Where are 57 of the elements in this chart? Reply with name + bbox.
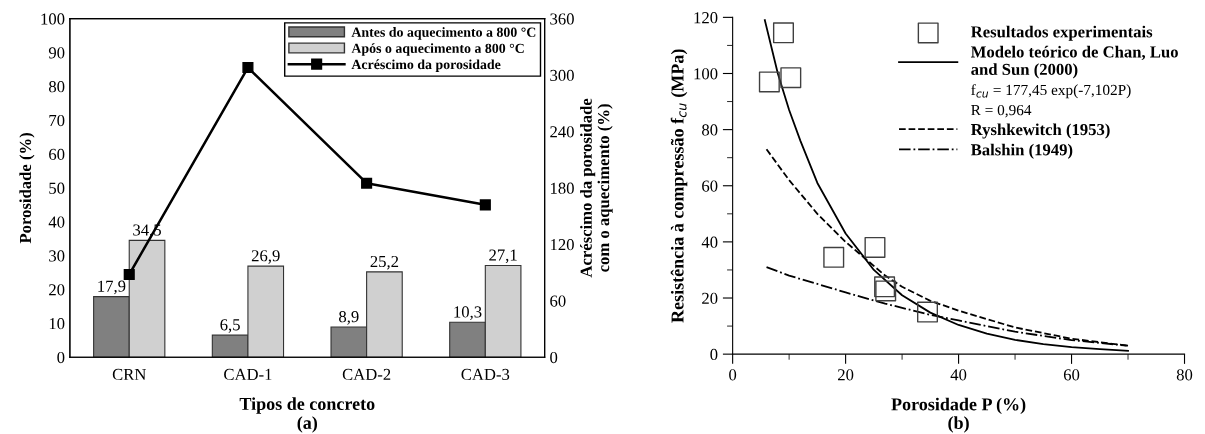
- y-tick-label: 50: [49, 182, 65, 194]
- x-axis-title: Porosidade P (%): [891, 397, 1026, 415]
- y-tick-label: 90: [48, 47, 65, 59]
- text: (b): [948, 416, 969, 433]
- legend-label: Antes do aquecimento a 800 °C: [351, 27, 536, 40]
- x-tick-label: CAD-3: [461, 368, 510, 381]
- y-tick-label: 100: [694, 68, 718, 80]
- y2-tick-label: 180: [550, 182, 574, 194]
- legend-label: Balshin (1949): [970, 143, 1073, 159]
- y-axis-title: Porosidade (%): [19, 133, 35, 244]
- y-tick-label: 40: [48, 216, 65, 228]
- data-label: 17,9: [98, 280, 126, 295]
- y-tick-label: 20: [702, 292, 718, 304]
- x-tick-label: CRN: [112, 368, 146, 381]
- y2-tick-label: 120: [550, 239, 574, 251]
- y-tick-label: 0: [710, 348, 718, 361]
- y-tick-label: 60: [49, 148, 65, 161]
- y-tick-label: 0: [57, 351, 65, 364]
- data-label: 25,2: [370, 255, 399, 270]
- y-tick-label: 10: [49, 318, 65, 330]
- y-tick-label: 100: [41, 13, 65, 25]
- x-tick-label: CAD-2: [342, 368, 391, 381]
- y2-tick-label: 60: [550, 295, 566, 307]
- y-tick-label: 40: [701, 236, 718, 248]
- legend-label: Ryshkewitch (1953): [970, 123, 1110, 139]
- y-axis-title: Resistência à compressão f$_{cu}$ (MPa): [670, 49, 688, 323]
- x-tick-label: CAD-1: [224, 368, 272, 381]
- data-label: 10,3: [454, 306, 482, 320]
- legend-label: Modelo teórico de Chan, Luo and Sun (2000): [970, 45, 1178, 79]
- y-tick-label: 20: [49, 284, 65, 296]
- legend-label: Acréscimo da porosidade: [351, 59, 501, 72]
- y-tick-label: 80: [702, 124, 718, 136]
- data-label: 8,9: [339, 311, 359, 325]
- y-tick-label: 60: [702, 180, 718, 192]
- annotation: f$_{cu}$ = 177,45 exp(-7,102P): [971, 84, 1131, 99]
- text: (a): [297, 416, 318, 433]
- data-label: 26,9: [251, 250, 280, 264]
- y-tick-label: 120: [694, 12, 718, 24]
- y2-tick-label: 300: [550, 69, 574, 82]
- x-tick-label: 60: [1063, 369, 1080, 381]
- x-tick-label: 80: [1176, 369, 1193, 381]
- x-tick-label: 40: [950, 369, 967, 381]
- y-tick-label: 30: [49, 250, 65, 262]
- legend-label: Resultados experimentais: [970, 25, 1153, 41]
- y2-axis-title: Acréscimo da porosidade com o aquecimento (%): [580, 98, 613, 278]
- data-label: 27,1: [489, 249, 517, 264]
- annotation: R = 0,964: [971, 104, 1032, 118]
- legend-label: Após o aquecimento a 800 °C: [351, 43, 524, 56]
- y-tick-label: 80: [49, 81, 65, 93]
- x-tick-label: 0: [729, 369, 737, 381]
- y2-tick-label: 0: [550, 351, 558, 364]
- x-axis-title: Tipos de concreto: [239, 397, 375, 414]
- y-tick-label: 70: [49, 114, 65, 127]
- y2-tick-label: 360: [550, 13, 574, 25]
- y2-tick-label: 240: [550, 126, 574, 138]
- x-tick-label: 20: [838, 369, 854, 381]
- data-label: 6,5: [220, 319, 240, 333]
